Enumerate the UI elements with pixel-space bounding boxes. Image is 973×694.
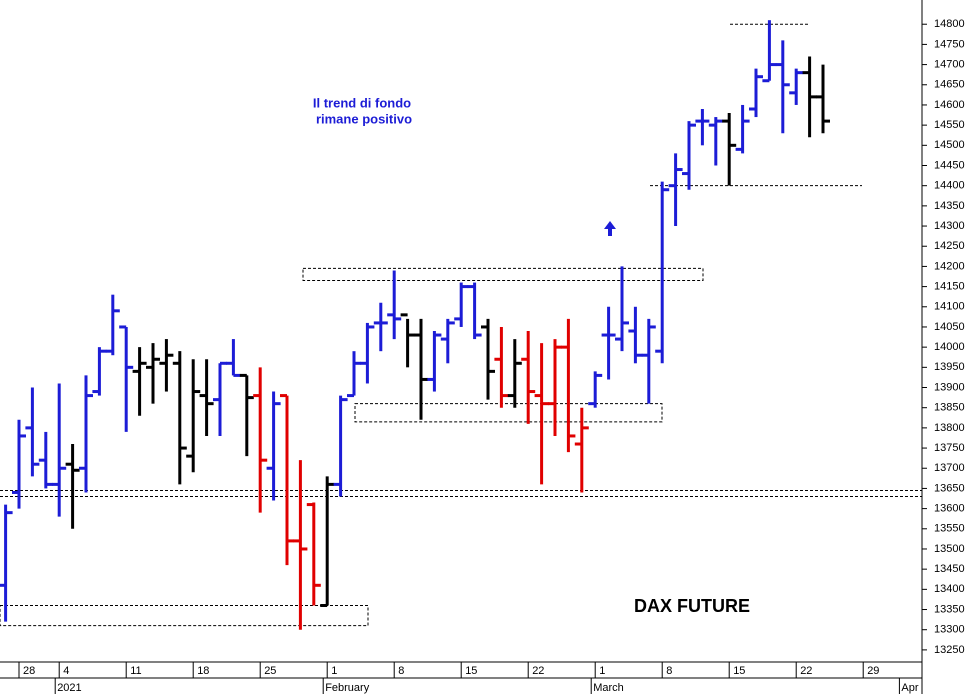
x-tick-label: 22 <box>532 665 544 677</box>
y-tick-label: 14000 <box>934 341 965 353</box>
y-tick-label: 13950 <box>934 361 965 373</box>
x-tick-label: 15 <box>733 665 745 677</box>
x-tick-label: 18 <box>197 665 209 677</box>
chart-label: DAX FUTURE <box>634 596 750 616</box>
reference-zone <box>0 604 369 627</box>
x-tick-label: 28 <box>23 665 35 677</box>
y-tick-label: 13300 <box>934 624 965 636</box>
reference-zone <box>354 403 663 423</box>
period-label: March <box>593 682 624 694</box>
y-tick-label: 14600 <box>934 99 965 111</box>
y-tick-label: 13600 <box>934 503 965 515</box>
y-tick-label: 14800 <box>934 18 965 30</box>
y-tick-label: 13850 <box>934 402 965 414</box>
arrow-icon <box>604 221 616 236</box>
x-tick-label: 4 <box>63 665 69 677</box>
y-tick-label: 14700 <box>934 58 965 70</box>
y-tick-label: 14100 <box>934 301 965 313</box>
y-tick-label: 14250 <box>934 240 965 252</box>
period-label: 2021 <box>57 682 81 694</box>
y-tick-label: 14650 <box>934 79 965 91</box>
x-tick-label: 11 <box>130 665 141 677</box>
y-tick-label: 14750 <box>934 38 965 50</box>
reference-zone <box>302 267 704 282</box>
y-tick-label: 14300 <box>934 220 965 232</box>
y-tick-label: 14450 <box>934 159 965 171</box>
x-tick-label: 8 <box>666 665 672 677</box>
y-tick-label: 13550 <box>934 523 965 535</box>
y-tick-label: 13500 <box>934 543 965 555</box>
y-tick-label: 13450 <box>934 563 965 575</box>
y-tick-label: 13650 <box>934 482 965 494</box>
x-tick-label: 22 <box>800 665 812 677</box>
annotation: rimane positivo <box>316 111 412 126</box>
period-label: Apr <box>901 682 918 694</box>
y-tick-label: 13900 <box>934 381 965 393</box>
y-tick-label: 13750 <box>934 442 965 454</box>
period-label: February <box>325 682 370 694</box>
y-tick-label: 13800 <box>934 422 965 434</box>
y-tick-label: 14350 <box>934 200 965 212</box>
x-tick-label: 1 <box>331 665 337 677</box>
x-tick-label: 1 <box>599 665 605 677</box>
y-tick-label: 13700 <box>934 462 965 474</box>
x-tick-label: 25 <box>264 665 276 677</box>
x-tick-label: 29 <box>867 665 879 677</box>
y-tick-label: 13350 <box>934 603 965 615</box>
y-tick-label: 14500 <box>934 139 965 151</box>
y-tick-label: 13400 <box>934 583 965 595</box>
y-tick-label: 14050 <box>934 321 965 333</box>
y-tick-label: 14400 <box>934 180 965 192</box>
y-tick-label: 13250 <box>934 644 965 656</box>
annotation: Il trend di fondo <box>313 95 411 110</box>
x-tick-label: 15 <box>465 665 477 677</box>
y-tick-label: 14150 <box>934 281 965 293</box>
y-tick-label: 14200 <box>934 260 965 272</box>
x-tick-label: 8 <box>398 665 404 677</box>
y-tick-label: 14550 <box>934 119 965 131</box>
